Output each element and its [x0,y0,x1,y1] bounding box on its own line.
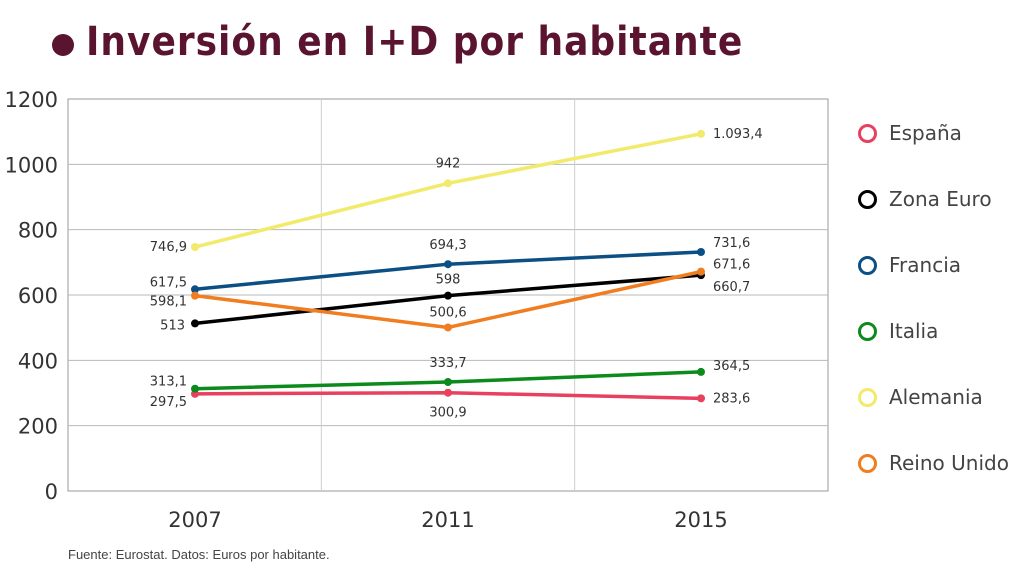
y-tick-label: 200 [18,415,58,439]
y-tick-label: 1000 [5,153,58,177]
y-tick-label: 800 [18,219,58,243]
legend-label: Francia [889,253,962,277]
legend-marker-icon [858,321,877,341]
y-tick-label: 400 [18,349,58,373]
data-label-francia: 617,5 [150,275,187,290]
data-label-italia: 333,7 [429,356,466,371]
legend-label: Italia [889,319,939,343]
x-tick-label: 2015 [674,508,727,532]
data-point-alemania [444,179,452,188]
data-label-españa: 300,9 [429,406,466,421]
data-label-alemania: 746,9 [150,240,187,255]
source-note: Fuente: Eurostat. Datos: Euros por habit… [68,547,330,562]
data-label-españa: 283,6 [713,391,750,406]
title-bullet-icon [52,34,74,56]
data-point-italia [697,367,705,376]
legend-item-zona-euro: Zona Euro [858,166,1024,232]
legend: España Zona Euro Francia Italia Alemania Rein… [858,100,1024,496]
data-point-alemania [191,243,199,252]
y-tick-label: 0 [45,480,58,504]
legend-item-españa: España [858,100,1024,166]
page-title: Inversión en I+D por habitante [86,19,744,65]
data-label-francia: 694,3 [429,238,466,253]
legend-marker-icon [858,123,877,143]
data-point-reino-unido [191,291,199,300]
data-label-zona-euro: 598 [436,273,461,288]
data-point-francia [444,260,452,269]
data-label-españa: 297,5 [150,395,187,410]
legend-item-alemania: Alemania [858,364,1024,430]
line-chart: 0 200 400 600 800 1000 1200 2007 2011 2015 297,5 30… [5,88,829,532]
legend-item-italia: Italia [858,298,1024,364]
legend-label: Alemania [889,385,983,409]
data-label-italia: 364,5 [713,359,750,374]
legend-item-reino-unido: Reino Unido [858,430,1024,496]
x-tick-label: 2011 [421,508,474,532]
data-point-zona-euro [191,319,199,328]
legend-marker-icon [858,453,877,473]
y-tick-label: 1200 [5,88,58,112]
data-label-francia: 731,6 [713,236,750,251]
data-label-alemania: 942 [436,156,461,171]
legend-marker-icon [858,189,877,209]
data-point-reino-unido [444,323,452,332]
legend-marker-icon [858,255,877,275]
legend-label: Reino Unido [889,451,1009,475]
legend-label: España [889,121,962,145]
data-point-españa [444,388,452,397]
data-label-italia: 313,1 [150,375,187,390]
title-block: Inversión en I+D por habitante [52,14,743,70]
data-label-alemania: 1.093,4 [713,127,763,142]
data-point-francia [191,285,199,294]
data-point-españa [697,394,705,403]
data-point-francia [697,248,705,257]
data-label-zona-euro: 513 [160,318,185,333]
legend-label: Zona Euro [889,187,992,211]
data-point-zona-euro [444,291,452,300]
data-label-reino-unido: 671,6 [713,258,750,273]
data-label-zona-euro: 660,7 [713,280,750,295]
data-point-italia [444,377,452,386]
legend-marker-icon [858,387,877,407]
legend-item-francia: Francia [858,232,1024,298]
y-tick-label: 600 [18,284,58,308]
data-point-reino-unido [697,267,705,276]
data-point-italia [191,384,199,393]
data-point-alemania [697,129,705,138]
data-label-reino-unido: 598,1 [150,295,187,310]
data-label-reino-unido: 500,6 [429,305,466,320]
x-tick-label: 2007 [168,508,221,532]
